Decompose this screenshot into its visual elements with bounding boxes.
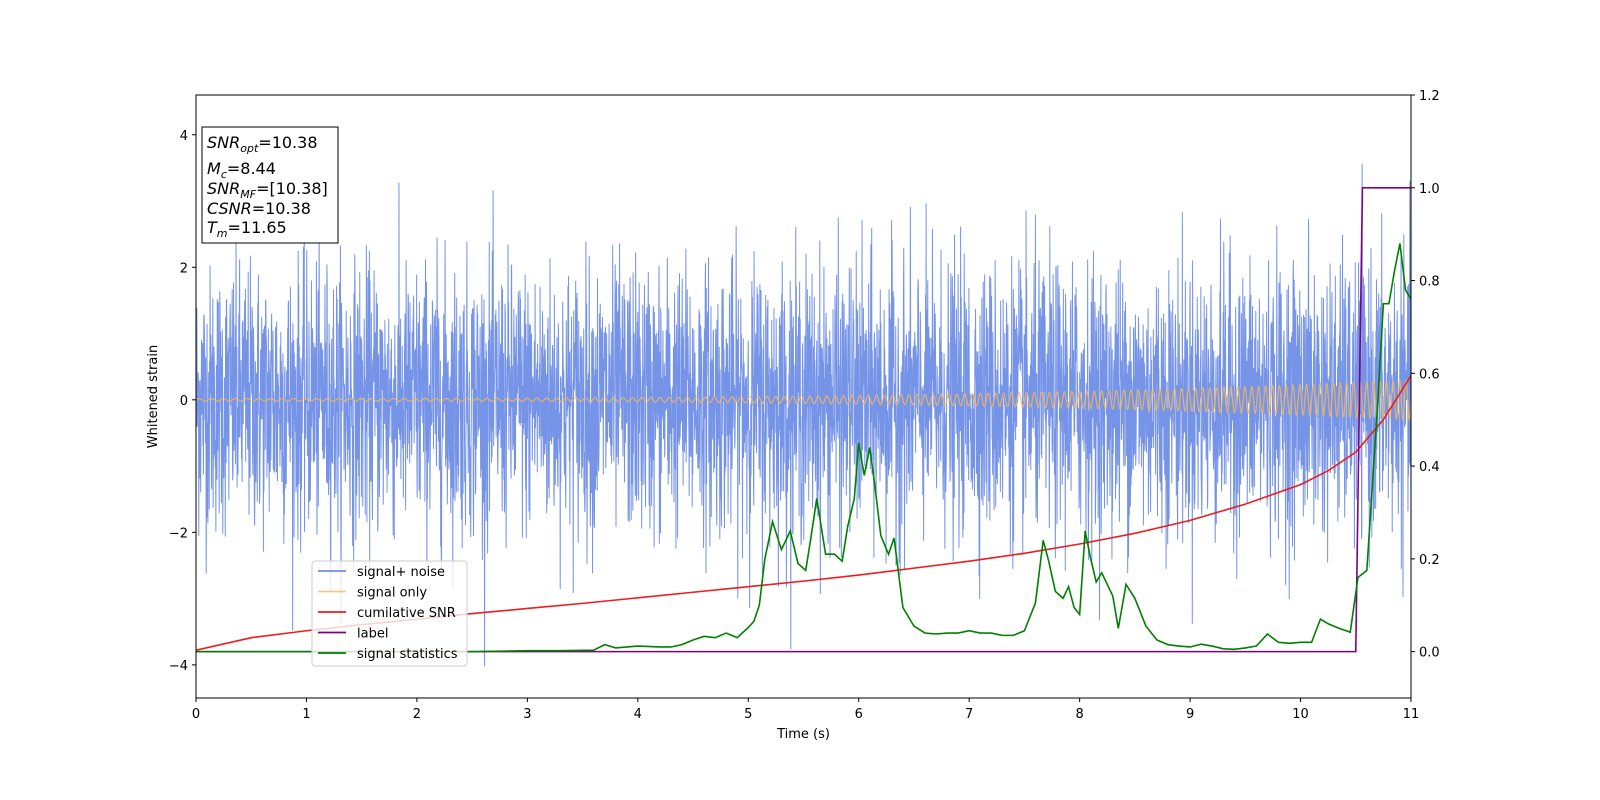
plot-frame	[195, 94, 1412, 699]
legend-label: signal statistics	[357, 647, 458, 662]
info-snr-mf: SNRMF=[10.38]	[207, 179, 328, 201]
x-tick-label: 4	[634, 707, 642, 722]
y-tick-label: 4	[180, 129, 188, 144]
x-tick-label: 7	[965, 707, 973, 722]
info-box: SNRopt=10.38 Mc=8.44 SNRMF=[10.38] CSNR=…	[201, 126, 339, 244]
info-snr-opt: SNRopt=10.38	[207, 133, 318, 155]
y2-tick-label: 1.2	[1419, 89, 1440, 104]
info-mc: Mc=8.44	[207, 159, 276, 181]
x-tick-label: 2	[413, 707, 421, 722]
x-tick-label: 3	[523, 707, 531, 722]
y-tick-label: 0	[180, 394, 188, 409]
legend-label: cumilative SNR	[357, 606, 456, 621]
x-tick-label: 8	[1075, 707, 1083, 722]
legend-label: signal+ noise	[357, 565, 445, 580]
y2-tick-label: 0.0	[1419, 646, 1440, 661]
y-tick-label: −4	[169, 659, 188, 674]
y2-tick-label: 0.2	[1419, 553, 1440, 568]
legend-frame	[311, 560, 468, 667]
x-tick-label: 5	[744, 707, 752, 722]
x-tick-label: 10	[1292, 707, 1309, 722]
x-tick-label: 0	[192, 707, 200, 722]
x-tick-label: 11	[1403, 707, 1420, 722]
legend-label: label	[357, 627, 388, 642]
x-axis: 0 1 2 3 4 5 6 7 8 9 10 11	[192, 698, 1419, 722]
y-axis-label: Whitened strain	[146, 345, 161, 448]
y-tick-label: −2	[169, 526, 188, 541]
y2-tick-label: 0.8	[1419, 275, 1440, 290]
y-tick-label: 2	[180, 261, 188, 276]
y2-tick-label: 1.0	[1419, 182, 1440, 197]
x-tick-label: 6	[855, 707, 863, 722]
legend-label: signal only	[357, 586, 427, 601]
series-label	[196, 186, 1411, 653]
y2-tick-label: 0.4	[1419, 460, 1440, 475]
x-tick-label: 1	[302, 707, 310, 722]
legend: signal+ noise signal only cumilative SNR la…	[311, 560, 468, 667]
info-box-frame	[201, 126, 339, 244]
y-axis-right: 0.0 0.2 0.4 0.6 0.8 1.0 1.2	[1411, 89, 1440, 661]
x-axis-label: Time (s)	[776, 727, 830, 742]
series-signal-only	[196, 379, 1411, 422]
info-csnr: CSNR=10.38	[207, 199, 311, 218]
info-tm: Tm=11.65	[207, 218, 287, 240]
y2-tick-label: 0.6	[1419, 367, 1440, 382]
y-axis-left: −4 −2 0 2 4	[169, 129, 196, 674]
series-signal-statistics	[196, 243, 1411, 653]
x-tick-label: 9	[1186, 707, 1194, 722]
